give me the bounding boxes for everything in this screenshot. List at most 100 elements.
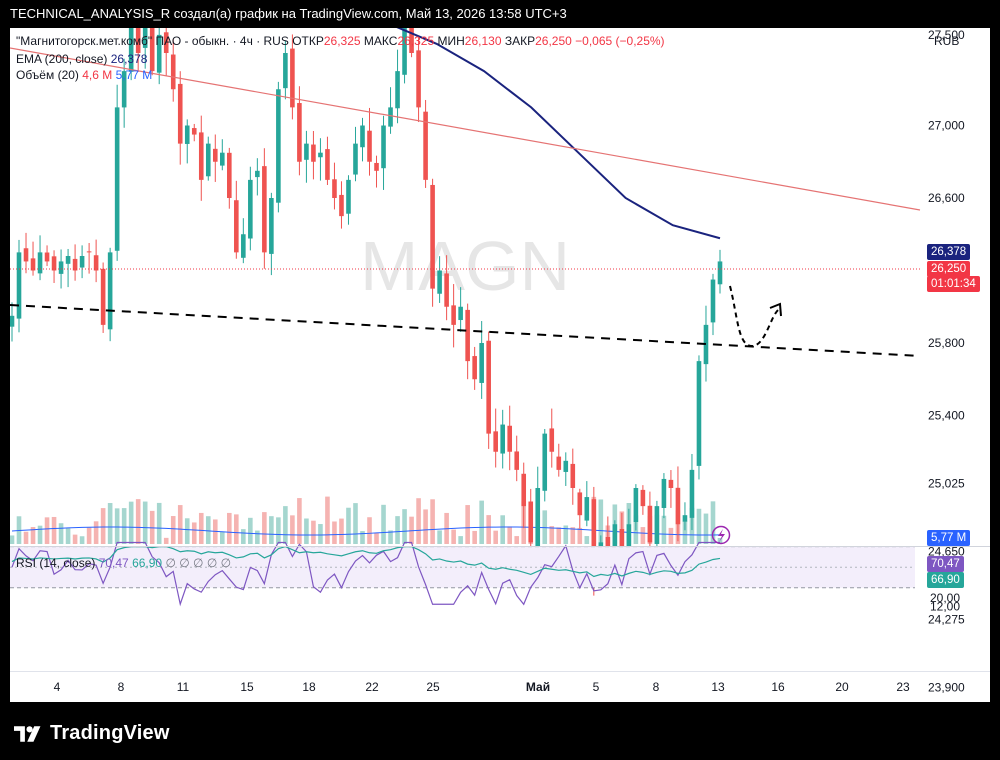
volume-bar — [107, 503, 113, 544]
candle-body — [212, 148, 218, 162]
volume-bar — [72, 534, 78, 544]
candle-body — [458, 306, 463, 321]
candle-body — [661, 478, 667, 508]
volume-bar — [507, 526, 513, 544]
volume-bar — [241, 529, 246, 544]
volume-bar — [121, 508, 127, 544]
currency-label[interactable]: RUB — [934, 34, 960, 48]
volume-bar — [416, 498, 421, 544]
trend-lines[interactable] — [10, 47, 921, 357]
rsi-tick-label: 12,00 — [930, 599, 960, 613]
candle-body — [521, 473, 527, 507]
time-tick-label: 18 — [302, 680, 316, 694]
candle-body — [591, 499, 597, 579]
volume-bar — [437, 530, 442, 544]
time-tick-label: 25 — [426, 680, 440, 694]
volume-bar — [318, 524, 323, 544]
chart-header: TECHNICAL_ANALYSIS_R создал(а) график на… — [10, 6, 567, 21]
volume-bar — [128, 501, 134, 544]
volume-bar — [269, 516, 274, 544]
candle-body — [297, 103, 302, 162]
chart-area[interactable]: MAGN 28,50028,00027,50027,00026,60025,80… — [10, 28, 990, 702]
candle-body — [507, 425, 513, 452]
lightning-icon[interactable] — [711, 525, 731, 545]
candle-body — [563, 460, 569, 472]
volume-bar — [451, 529, 456, 544]
volume-bar — [311, 520, 316, 544]
time-tick-label: 20 — [835, 680, 849, 694]
volume-bar — [556, 527, 562, 544]
candle-body — [633, 488, 639, 522]
candle-body — [219, 152, 225, 166]
price-tick-label: 27,000 — [928, 119, 965, 133]
candle-body — [269, 198, 274, 254]
candle-body — [416, 50, 421, 108]
tradingview-logo-icon — [14, 725, 41, 742]
candle-body — [325, 149, 330, 180]
candle-body — [682, 515, 688, 522]
candle-body — [353, 143, 358, 175]
volume-bar — [65, 528, 71, 544]
candle-body — [367, 130, 372, 162]
candle-body — [44, 252, 50, 262]
volume-legend[interactable]: Объём (20) 4,6 M 5,77 M — [16, 68, 152, 82]
volume-bar — [353, 503, 358, 544]
volume-bar — [661, 515, 667, 544]
candle-body — [402, 28, 407, 75]
ohlc-legend: "Магнитогорск.мет.комб" ПАО - обыкн. · 4… — [16, 34, 665, 48]
volume-bar — [465, 505, 470, 544]
candle-body — [437, 270, 442, 294]
open-label: ОТКР — [292, 34, 324, 48]
ema-label: EMA (200, close) — [16, 52, 108, 66]
open-value: 26,325 — [323, 34, 361, 48]
volume-bar — [184, 518, 190, 544]
ema-legend[interactable]: EMA (200, close) 26,378 — [16, 52, 147, 66]
volume-bar — [170, 516, 176, 544]
volume-bar — [374, 532, 379, 544]
volume-bar — [297, 498, 302, 544]
volume-bar — [234, 514, 239, 544]
rsi-legend[interactable]: RSI (14, close) 70,47 66,90 ∅ ∅ ∅ ∅ ∅ — [16, 556, 231, 570]
close-value: 26,250 — [535, 34, 572, 48]
volume-pill: 5,77 M — [927, 530, 971, 546]
candle-body — [472, 356, 477, 380]
price-tick-label: 24,275 — [928, 612, 965, 626]
candle-body — [374, 162, 379, 171]
time-tick-label: 11 — [177, 680, 190, 694]
volume-bar — [262, 512, 267, 544]
volume-bar — [30, 527, 36, 544]
volume-bar — [346, 507, 351, 544]
chart-canvas[interactable]: MAGN 28,50028,00027,50027,00026,60025,80… — [10, 28, 990, 702]
volume-bar — [479, 500, 484, 544]
volume-ma-polyline — [11, 526, 721, 536]
volume-bar — [37, 525, 43, 544]
volume-bar — [703, 513, 709, 544]
candle-body — [58, 261, 64, 274]
volume-bar — [198, 512, 204, 544]
volume-bar — [402, 509, 407, 544]
candle-body — [528, 501, 534, 543]
volume-bar — [682, 520, 688, 544]
candle-body — [430, 184, 435, 289]
last-price-pill: 26,250 — [927, 261, 971, 277]
candle-body — [304, 143, 309, 160]
candle-body — [156, 34, 162, 73]
rsi-pane — [10, 541, 915, 607]
volume-bar — [493, 530, 498, 544]
volume-bar — [114, 508, 120, 544]
low-value: 26,130 — [464, 34, 502, 48]
rsi-label: RSI (14, close) — [16, 556, 96, 570]
candle-body — [177, 83, 183, 144]
candle-body — [10, 315, 15, 327]
volume-bar — [205, 516, 211, 544]
candle-body — [241, 234, 246, 258]
candle-body — [640, 489, 646, 507]
candle-body — [556, 456, 562, 470]
price-axis: 28,50028,00027,50027,00026,60025,80025,4… — [10, 28, 990, 694]
footer: TradingView — [0, 702, 1000, 760]
candle-body — [93, 255, 99, 271]
volume-bar — [58, 523, 64, 544]
candlesticks[interactable] — [10, 28, 723, 596]
rsi-extra: ∅ ∅ ∅ ∅ ∅ — [165, 556, 232, 570]
candle-body — [717, 261, 723, 285]
